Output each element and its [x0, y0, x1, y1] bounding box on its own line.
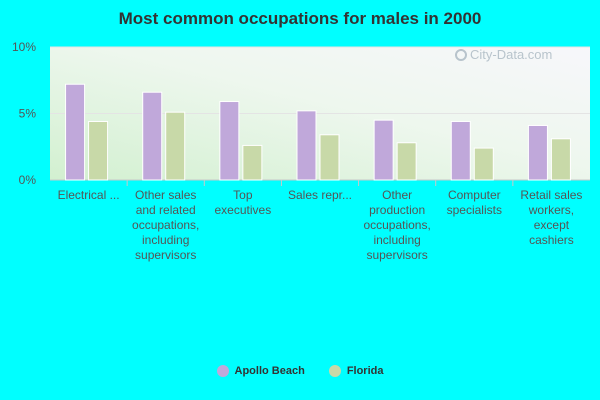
y-tick-label: 10%	[12, 40, 36, 54]
legend-label: Apollo Beach	[234, 365, 305, 377]
legend-item-series-1: Florida	[328, 365, 384, 377]
x-category-label-line: workers,	[528, 203, 574, 217]
bar-apollo-beach-0	[65, 83, 86, 181]
chart-title: Most common occupations for males in 200…	[118, 9, 482, 28]
x-category-label-line: Sales repr...	[288, 188, 352, 202]
x-category-label-line: occupations,	[132, 218, 199, 232]
legend: Apollo Beach Florida	[0, 365, 600, 377]
x-category-label-line: Electrical ...	[58, 188, 120, 202]
x-category-label: Sales repr...	[288, 188, 352, 202]
x-category-label: Computer specialists	[447, 188, 502, 217]
bar-apollo-beach-3	[296, 110, 317, 181]
x-category-label-line: executives	[215, 203, 272, 217]
x-category-label: Other sales and related occupations, includ…	[132, 188, 199, 262]
x-category-label: Electrical ...	[58, 188, 120, 202]
x-category-label-line: Retail sales	[520, 188, 582, 202]
y-tick-label: 5%	[19, 107, 37, 121]
bar-apollo-beach-5	[450, 120, 471, 181]
bar-florida-2	[242, 144, 263, 181]
bar-florida-0	[88, 120, 109, 181]
x-category-label: Other production occupations, including supe…	[363, 188, 430, 262]
x-category-label-line: occupations,	[363, 218, 430, 232]
search-icon	[455, 48, 467, 61]
x-category-label: Retail sales workers, except cashiers	[520, 188, 582, 247]
bar-apollo-beach-4	[373, 119, 394, 181]
bar-florida-6	[550, 138, 571, 181]
bar-florida-1	[165, 111, 186, 181]
x-category-label-line: Top	[233, 188, 253, 202]
x-category-label-line: supervisors	[135, 248, 196, 262]
x-category-label-line: except	[534, 218, 570, 232]
legend-swatch	[328, 365, 341, 377]
x-category-label-line: including	[373, 233, 420, 247]
x-category-label-line: Computer	[448, 188, 501, 202]
x-category-label-line: including	[142, 233, 189, 247]
watermark-text: City-Data.com	[470, 47, 553, 62]
bar-apollo-beach-6	[527, 124, 548, 181]
x-category-label-line: production	[369, 203, 425, 217]
x-category-label-line: and related	[136, 203, 196, 217]
x-category-label-line: cashiers	[529, 233, 574, 247]
bar-florida-5	[473, 147, 494, 181]
x-category-label-line: specialists	[447, 203, 502, 217]
x-category-label-line: Other	[382, 188, 412, 202]
bar-apollo-beach-1	[142, 91, 163, 181]
bar-florida-4	[396, 142, 417, 181]
legend-swatch	[216, 365, 229, 377]
legend-item-series-0: Apollo Beach	[216, 365, 305, 377]
x-category-label: Top executives	[215, 188, 272, 217]
watermark: City-Data.com	[455, 47, 552, 62]
legend-label: Florida	[346, 365, 384, 377]
y-tick-label: 0%	[19, 173, 37, 187]
x-category-label-line: Other sales	[135, 188, 196, 202]
bar-florida-3	[319, 134, 340, 181]
x-category-label-line: supervisors	[366, 248, 427, 262]
bar-apollo-beach-2	[219, 101, 240, 181]
